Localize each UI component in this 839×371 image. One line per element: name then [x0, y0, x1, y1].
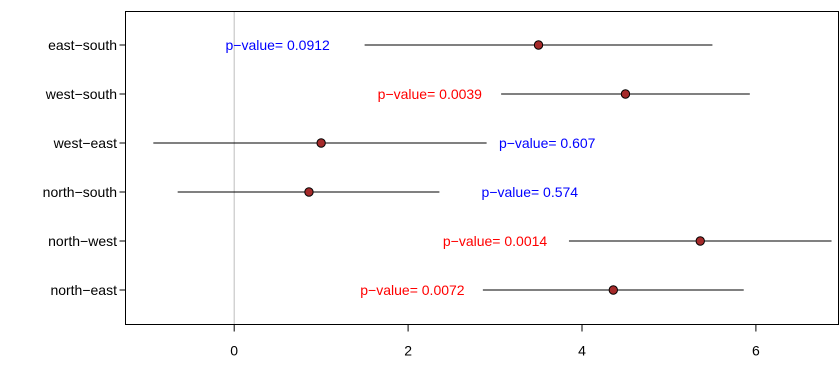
- estimate-row: p−value= 0.0912: [226, 37, 713, 53]
- estimate-point: [304, 187, 314, 197]
- category-label: north−west: [48, 233, 117, 249]
- category-label: north−east: [50, 282, 117, 298]
- category-label: east−south: [48, 37, 117, 53]
- estimate-point: [620, 89, 631, 99]
- x-axis: 0 2 4 6: [230, 324, 760, 359]
- p-value-label: p−value= 0.0014: [443, 233, 548, 249]
- x-tick-label: 2: [404, 343, 412, 359]
- p-value-label: p−value= 0.0072: [360, 282, 465, 298]
- category-label: west−south: [45, 86, 117, 102]
- estimate-row: p−value= 0.0072: [360, 282, 744, 298]
- x-tick-label: 4: [578, 343, 586, 359]
- rows-layer: p−value= 0.0912 p−value= 0.0039 p−value= 0…: [153, 37, 832, 298]
- p-value-label: p−value= 0.0039: [378, 86, 483, 102]
- estimate-row: p−value= 0.0014: [443, 233, 832, 249]
- p-value-label: p−value= 0.607: [499, 135, 596, 151]
- category-label: west−east: [53, 135, 118, 151]
- estimate-row: p−value= 0.0039: [378, 86, 750, 102]
- y-axis: east−south west−south west−east north−south…: [43, 37, 126, 298]
- estimate-row: p−value= 0.574: [177, 184, 579, 200]
- estimate-point: [316, 138, 326, 148]
- p-value-label: p−value= 0.574: [482, 184, 579, 200]
- plot-frame: [125, 11, 839, 325]
- estimate-point: [695, 236, 705, 246]
- category-label: north−south: [43, 184, 117, 200]
- x-tick-label: 6: [752, 343, 760, 359]
- x-tick-label: 0: [230, 343, 238, 359]
- p-value-label: p−value= 0.0912: [226, 37, 331, 53]
- estimate-point: [533, 40, 544, 50]
- estimate-point: [608, 285, 618, 295]
- estimate-row: p−value= 0.607: [153, 135, 596, 151]
